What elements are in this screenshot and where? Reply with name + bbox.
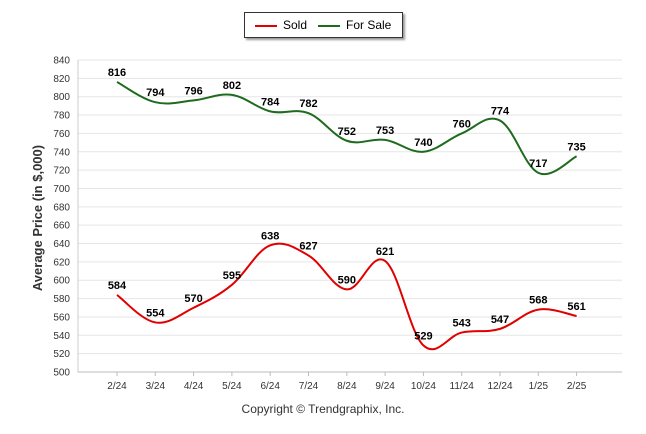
legend-swatch-sold bbox=[255, 25, 277, 27]
y-tick-label: 640 bbox=[53, 239, 70, 250]
series-line-sold bbox=[116, 242, 577, 351]
y-axis-title: Average Price (in $,000) bbox=[30, 145, 45, 291]
y-tick-label: 740 bbox=[53, 147, 70, 158]
y-tick-label: 620 bbox=[53, 257, 70, 268]
legend-swatch-for-sale bbox=[318, 25, 340, 27]
x-tick-label: 12/24 bbox=[487, 381, 512, 392]
data-label-for-sale: 782 bbox=[299, 98, 317, 110]
y-tick-label: 560 bbox=[53, 312, 70, 323]
y-tick-label: 500 bbox=[53, 368, 70, 379]
data-label-sold: 561 bbox=[567, 301, 585, 313]
legend: Sold For Sale bbox=[244, 12, 403, 38]
x-tick-label: 2/25 bbox=[567, 381, 587, 392]
data-label-for-sale: 735 bbox=[567, 141, 585, 153]
data-label-sold: 584 bbox=[108, 280, 127, 292]
series-lines bbox=[116, 81, 578, 351]
data-label-for-sale: 752 bbox=[338, 126, 356, 138]
data-label-for-sale: 740 bbox=[414, 137, 432, 149]
data-label-for-sale: 802 bbox=[223, 80, 241, 92]
x-tick-label: 11/24 bbox=[450, 381, 475, 392]
data-label-sold: 570 bbox=[184, 293, 202, 305]
data-label-for-sale: 816 bbox=[108, 67, 126, 79]
data-label-sold: 529 bbox=[414, 330, 432, 342]
y-tick-label: 700 bbox=[53, 184, 70, 195]
data-label-sold: 595 bbox=[223, 270, 241, 282]
y-tick-label: 660 bbox=[53, 221, 70, 232]
data-label-sold: 547 bbox=[491, 314, 509, 326]
data-label-sold: 554 bbox=[146, 307, 165, 319]
data-label-sold: 590 bbox=[338, 274, 356, 286]
x-tick-label: 8/24 bbox=[337, 381, 357, 392]
x-tick-label: 3/24 bbox=[146, 381, 166, 392]
x-tick-label: 4/24 bbox=[184, 381, 204, 392]
y-tick-label: 520 bbox=[53, 349, 70, 360]
x-tick-label: 7/24 bbox=[299, 381, 319, 392]
data-label-sold: 638 bbox=[261, 230, 279, 242]
y-axis-ticks: 500 520 540 560 580 600 620 640 660 680 700 720 740 7… bbox=[53, 56, 70, 379]
data-label-for-sale: 784 bbox=[261, 96, 280, 108]
y-tick-label: 800 bbox=[53, 92, 70, 103]
y-tick-label: 680 bbox=[53, 202, 70, 213]
data-label-sold: 568 bbox=[529, 295, 547, 307]
x-tick-label: 10/24 bbox=[411, 381, 436, 392]
series-line-for-sale bbox=[116, 81, 578, 176]
y-tick-label: 840 bbox=[53, 56, 70, 67]
y-tick-label: 780 bbox=[53, 111, 70, 122]
y-tick-label: 720 bbox=[53, 166, 70, 177]
data-label-for-sale: 760 bbox=[453, 118, 471, 130]
copyright-text: Copyright © Trendgraphix, Inc. bbox=[241, 402, 405, 416]
y-tick-label: 820 bbox=[53, 74, 70, 85]
data-label-sold: 627 bbox=[299, 240, 317, 252]
x-tick-label: 6/24 bbox=[260, 381, 280, 392]
y-tick-label: 580 bbox=[53, 294, 70, 305]
legend-label-for-sale: For Sale bbox=[346, 18, 392, 32]
data-label-for-sale: 774 bbox=[491, 106, 510, 118]
legend-label-sold: Sold bbox=[283, 18, 308, 32]
x-tick-label: 5/24 bbox=[222, 381, 242, 392]
y-tick-label: 600 bbox=[53, 276, 70, 287]
x-axis-ticks: 2/24 3/24 4/24 5/24 6/24 7/24 8/24 9/24 10/24 11/… bbox=[107, 372, 587, 392]
data-label-for-sale: 753 bbox=[376, 125, 394, 137]
data-label-sold: 621 bbox=[376, 246, 394, 258]
data-label-sold: 543 bbox=[453, 318, 471, 330]
x-tick-label: 1/25 bbox=[529, 381, 549, 392]
x-tick-label: 2/24 bbox=[107, 381, 127, 392]
data-label-for-sale: 794 bbox=[146, 87, 165, 99]
y-tick-label: 760 bbox=[53, 129, 70, 140]
data-labels: 584 554 570 595 638 627 590 621 529 543 547 568 561 8… bbox=[108, 67, 586, 342]
x-tick-label: 9/24 bbox=[375, 381, 395, 392]
data-label-for-sale: 796 bbox=[184, 85, 202, 97]
grid-lines bbox=[77, 59, 622, 373]
data-label-for-sale: 717 bbox=[529, 158, 547, 170]
y-tick-label: 540 bbox=[53, 331, 70, 342]
